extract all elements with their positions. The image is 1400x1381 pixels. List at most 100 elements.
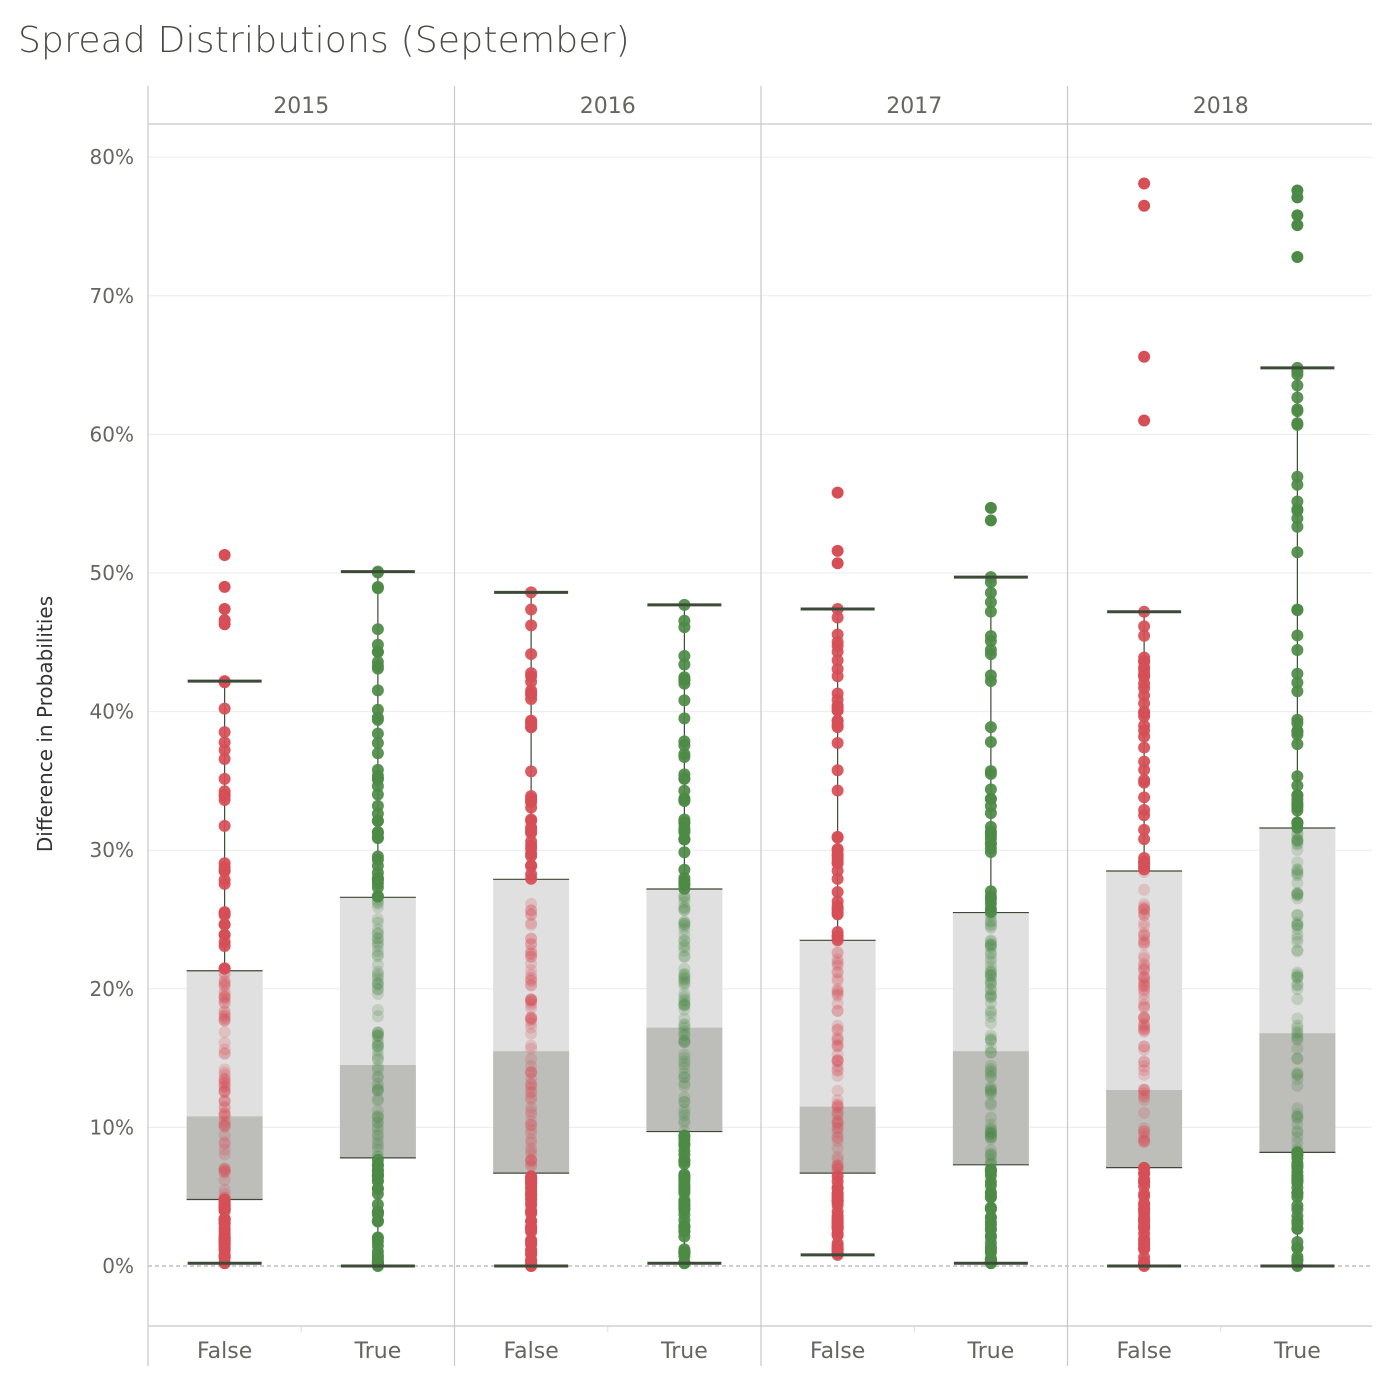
data-point	[1138, 776, 1151, 789]
data-point	[678, 1096, 691, 1109]
panel-frames	[147, 86, 1372, 1366]
data-point	[984, 1153, 997, 1166]
data-point	[984, 982, 997, 995]
data-point	[678, 915, 691, 928]
data-point	[525, 937, 538, 950]
data-point	[1138, 823, 1151, 836]
data-point	[1138, 898, 1151, 911]
data-point	[525, 796, 538, 809]
data-point	[1291, 971, 1304, 984]
data-point	[525, 979, 538, 992]
data-point	[218, 1137, 231, 1150]
data-point	[371, 978, 384, 991]
data-point	[218, 1162, 231, 1175]
data-point	[984, 1186, 997, 1199]
data-point	[218, 1109, 231, 1122]
data-point	[218, 1085, 231, 1098]
data-point	[218, 1066, 231, 1079]
box-group-2015-false	[186, 548, 263, 1270]
data-point	[1138, 916, 1151, 929]
data-point	[218, 985, 231, 998]
data-point	[371, 932, 384, 945]
data-point	[678, 1029, 691, 1042]
data-point	[525, 1119, 538, 1132]
data-point	[831, 984, 844, 997]
data-point	[218, 819, 231, 832]
data-point	[678, 1028, 691, 1041]
box-group-2015-true	[339, 565, 416, 1272]
data-point	[1138, 971, 1151, 984]
data-point	[218, 1009, 231, 1022]
data-point	[678, 916, 691, 929]
data-point	[218, 928, 231, 941]
data-point	[678, 1055, 691, 1068]
data-point	[1138, 1094, 1151, 1107]
data-point	[218, 1014, 231, 1027]
data-point	[371, 1110, 384, 1123]
data-point	[831, 1040, 844, 1053]
data-point	[218, 1080, 231, 1093]
data-point	[371, 1034, 384, 1047]
data-point	[218, 1005, 231, 1018]
data-point	[525, 825, 538, 838]
data-point	[371, 1150, 384, 1163]
data-point	[678, 928, 691, 941]
data-point	[831, 1034, 844, 1047]
year-header: 2016	[580, 94, 636, 119]
data-point	[678, 1021, 691, 1034]
data-point	[525, 1142, 538, 1155]
data-point	[1291, 1131, 1304, 1144]
box-upper	[1106, 870, 1183, 1090]
data-point	[218, 1107, 231, 1120]
data-point	[678, 1106, 691, 1119]
data-point	[1138, 927, 1151, 940]
data-point	[1291, 770, 1304, 783]
data-point	[984, 938, 997, 951]
data-point	[371, 1104, 384, 1117]
data-point	[831, 1101, 844, 1114]
data-point	[831, 983, 844, 996]
data-point	[525, 996, 538, 1009]
data-point	[678, 1114, 691, 1127]
data-point	[218, 1136, 231, 1149]
data-point	[371, 937, 384, 950]
data-point	[984, 1046, 997, 1059]
data-point	[371, 1235, 384, 1248]
data-point	[371, 660, 384, 673]
outlier-point	[831, 544, 844, 557]
data-point	[371, 916, 384, 929]
x-category-label: True	[660, 1339, 708, 1364]
data-point	[831, 997, 844, 1010]
data-point	[1291, 944, 1304, 957]
data-point	[218, 702, 231, 715]
data-point	[678, 1035, 691, 1048]
data-point	[1138, 1089, 1151, 1102]
data-point	[371, 1140, 384, 1153]
data-point	[984, 1086, 997, 1099]
data-point	[371, 983, 384, 996]
data-point	[218, 1183, 231, 1196]
data-point	[1138, 980, 1151, 993]
data-point	[1138, 971, 1151, 984]
data-point	[371, 1026, 384, 1039]
data-point	[525, 716, 538, 729]
data-point	[984, 1216, 997, 1229]
data-point	[1291, 908, 1304, 921]
data-point	[1138, 903, 1151, 916]
data-point	[984, 1132, 997, 1145]
data-point	[984, 1097, 997, 1110]
data-point	[1291, 1159, 1304, 1172]
box-upper	[493, 879, 570, 1052]
data-point	[984, 997, 997, 1010]
data-point	[525, 1147, 538, 1160]
data-point	[525, 603, 538, 616]
data-point	[218, 1063, 231, 1076]
data-point	[1138, 961, 1151, 974]
data-point	[678, 739, 691, 752]
y-tick-label: 0%	[102, 1254, 134, 1278]
box-group-2018-false	[1106, 177, 1183, 1272]
data-point	[525, 993, 538, 1006]
data-point	[371, 1116, 384, 1129]
data-point	[525, 932, 538, 945]
data-point	[678, 918, 691, 931]
